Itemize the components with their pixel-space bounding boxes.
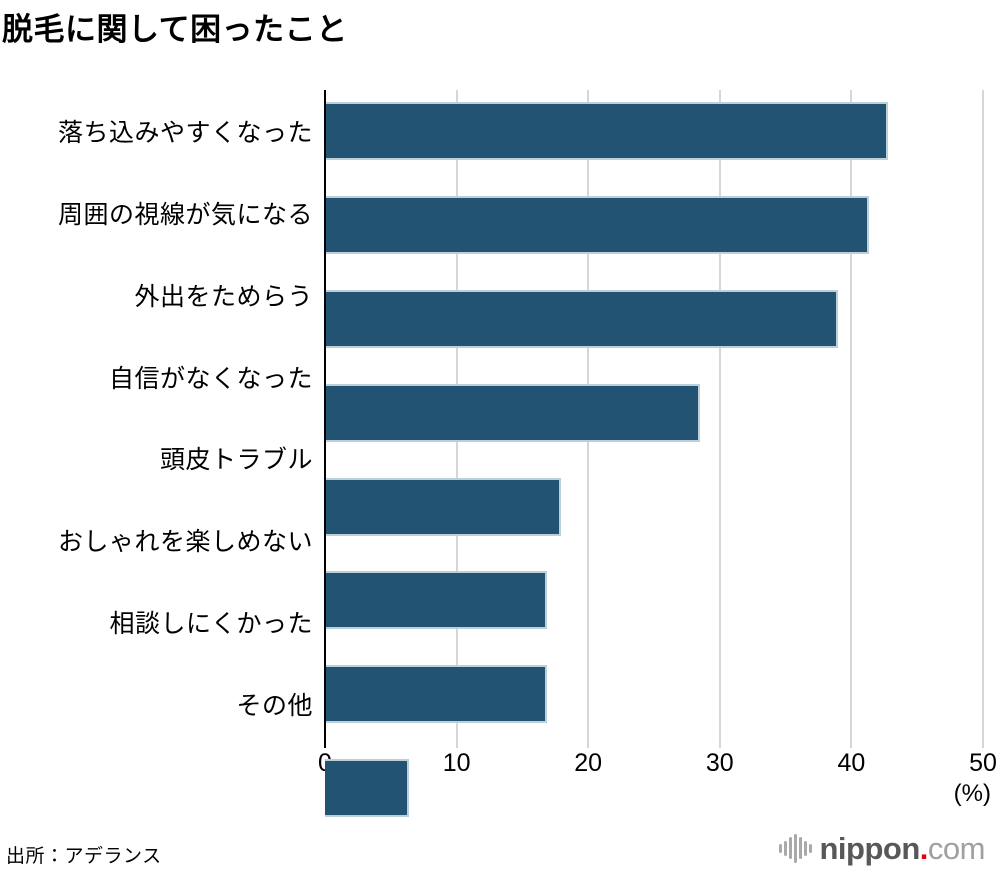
bar (325, 571, 548, 630)
category-label: 頭皮トラブル (159, 446, 313, 475)
x-tick-label: 10 (442, 749, 471, 777)
bar (325, 477, 561, 536)
gridline (850, 90, 853, 748)
logo-brand: nippon (819, 830, 921, 866)
bar-row (325, 759, 983, 841)
category-label: 周囲の視線が気になる (57, 200, 313, 229)
bar-row (325, 665, 983, 747)
x-axis-unit-label: (%) (953, 780, 991, 807)
x-tick-label: 20 (574, 749, 603, 777)
nippon-logo: nippon.com (778, 831, 986, 865)
category-label: 落ち込みやすくなった (57, 118, 313, 147)
x-tick-label: 40 (837, 749, 866, 777)
source-note: 出所：アデランス (6, 846, 162, 867)
gridline (718, 90, 721, 748)
bar-row (325, 289, 983, 372)
category-label: 相談しにくかった (109, 610, 313, 639)
bar (325, 289, 839, 348)
bar-row (325, 477, 983, 560)
chart-title: 脱毛に関して困ったこと (2, 12, 348, 47)
y-axis-line (324, 90, 326, 748)
category-label: おしゃれを楽しめない (57, 528, 313, 557)
bar (325, 759, 410, 818)
logo-tld: com (927, 830, 986, 866)
logo-dot: . (919, 830, 929, 866)
x-tick-labels: 01020304050 (318, 749, 997, 781)
bar (325, 665, 548, 724)
x-tick-label: 50 (969, 749, 997, 777)
x-tick-label: 30 (705, 749, 734, 777)
bar (325, 383, 701, 442)
category-label: 自信がなくなった (108, 364, 313, 393)
bar-row (325, 102, 983, 184)
bar-chart-plot (324, 90, 984, 818)
soundwave-icon (778, 831, 812, 865)
logo-text: nippon.com (820, 833, 986, 864)
bar-row (325, 195, 983, 278)
gridline (982, 90, 984, 748)
bar (325, 195, 869, 254)
bar (325, 102, 889, 160)
category-label: 外出をためらう (134, 282, 313, 311)
bar-rows (325, 90, 983, 818)
bar-row (325, 571, 983, 653)
bar-row (325, 383, 983, 466)
category-labels: 落ち込みやすくなった 周囲の視線が気になる外出をためらう自信がなくなった頭皮トラブ… (0, 90, 313, 745)
category-label: その他 (236, 692, 313, 721)
